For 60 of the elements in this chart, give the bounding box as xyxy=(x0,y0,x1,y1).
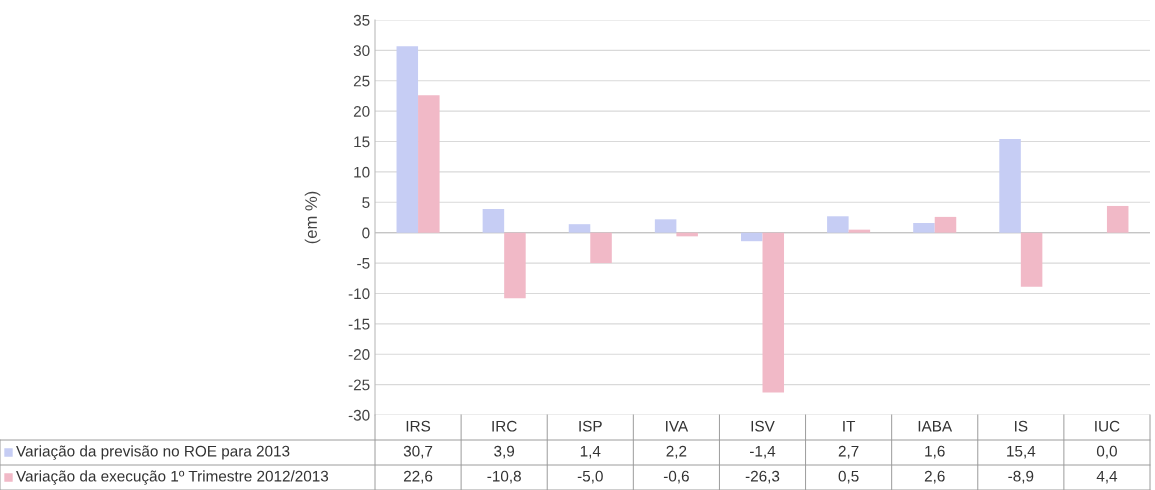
bar xyxy=(568,224,591,233)
data-label: 1,6 xyxy=(925,445,945,459)
data-label: 2,6 xyxy=(924,470,945,484)
x-tick-label: IVA xyxy=(666,420,689,432)
data-label: 2,2 xyxy=(666,445,687,459)
x-tick-label: IRC xyxy=(492,420,517,432)
bar xyxy=(827,216,849,233)
data-label: 22,6 xyxy=(403,470,433,484)
bar xyxy=(1020,232,1043,287)
y-tick-label: 0 xyxy=(362,227,370,239)
y-tick-label: -5 xyxy=(357,258,370,269)
data-label: -5,0 xyxy=(577,470,603,484)
x-tick-label: IUC xyxy=(1095,420,1120,432)
bar xyxy=(740,232,763,242)
bar xyxy=(590,232,612,264)
bar xyxy=(1106,205,1129,233)
bar xyxy=(396,46,419,233)
bar xyxy=(848,229,871,233)
data-label: -26,3 xyxy=(745,470,780,484)
x-tick-label: IABA xyxy=(918,420,953,432)
y-tick-label: 30 xyxy=(353,45,370,57)
legend-label: Variação da previsão no ROE para 2013 xyxy=(16,445,290,460)
y-tick-label: -25 xyxy=(348,379,370,391)
bar xyxy=(504,232,526,299)
data-label: -1,4 xyxy=(750,445,776,459)
y-tick-label: -10 xyxy=(348,288,370,300)
y-tick-label: 15 xyxy=(354,136,370,148)
bar xyxy=(418,95,440,233)
bar xyxy=(934,216,957,233)
bar xyxy=(482,208,505,233)
bar xyxy=(999,139,1021,233)
data-label: 2,7 xyxy=(838,445,859,459)
x-tick-label: IT xyxy=(843,420,856,432)
y-tick-label: -15 xyxy=(348,318,370,330)
data-label: 1,4 xyxy=(580,445,601,459)
bar xyxy=(913,222,935,233)
data-label: -8,9 xyxy=(1008,470,1034,484)
y-axis-title: (em %) xyxy=(304,191,321,244)
data-label: 3,9 xyxy=(494,445,515,459)
data-label: 0,0 xyxy=(1096,445,1117,459)
data-label: -10,8 xyxy=(487,470,521,484)
x-tick-label: IS xyxy=(1015,420,1028,432)
x-tick-label: ISV xyxy=(751,420,775,432)
data-label: 4,4 xyxy=(1096,470,1118,484)
y-tick-label: 35 xyxy=(353,14,370,26)
x-tick-label: IRS xyxy=(406,420,431,432)
y-tick-label: 5 xyxy=(362,197,370,208)
data-label: 0,5 xyxy=(838,470,859,484)
data-label: 15,4 xyxy=(1007,445,1036,459)
x-tick-label: ISP xyxy=(579,420,602,432)
y-tick-label: 10 xyxy=(354,166,370,178)
y-tick-label: 20 xyxy=(353,106,370,117)
y-tick-label: 25 xyxy=(353,75,370,87)
bar xyxy=(654,219,677,233)
y-tick-label: -30 xyxy=(348,409,370,421)
data-label: 30,7 xyxy=(403,445,433,459)
y-tick-label: -20 xyxy=(348,349,370,360)
legend-label: Variação da execução 1º Trimestre 2012/2013 xyxy=(16,470,329,485)
bar xyxy=(762,232,785,393)
data-label: -0,6 xyxy=(663,470,689,484)
